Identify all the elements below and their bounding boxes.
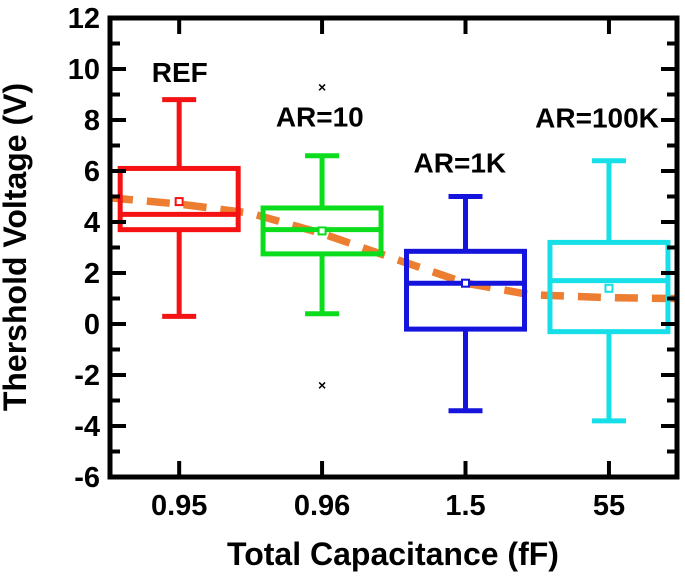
y-tick-label: -2 bbox=[74, 360, 100, 392]
box-ar-100k-iqr-box bbox=[547, 239, 671, 335]
x-tick-label: 1.5 bbox=[445, 490, 485, 522]
box-ar-1k-iqr-box bbox=[404, 248, 528, 332]
y-tick-label: 0 bbox=[84, 309, 100, 341]
trend-dashed-line bbox=[109, 194, 678, 303]
box-ar-10-mean-marker bbox=[317, 226, 327, 236]
y-tick-label: 12 bbox=[68, 3, 100, 35]
box-ar-10-outlier-marker: × bbox=[318, 79, 326, 95]
plot-frame bbox=[107, 15, 680, 480]
series-label-ar-100k: AR=100K bbox=[535, 103, 659, 134]
box-ar-100k-mean-marker bbox=[604, 283, 614, 293]
x-tick-label: 0.96 bbox=[294, 490, 350, 522]
box-ar-1k-mean-marker bbox=[461, 278, 471, 288]
box-ar-10-outlier-marker: × bbox=[318, 377, 326, 393]
y-axis-title: Thershold Voltage (V) bbox=[0, 83, 33, 411]
y-tick-label: 10 bbox=[68, 54, 100, 86]
x-tick-label: 55 bbox=[593, 490, 625, 522]
x-axis-title: Total Capacitance (fF) bbox=[227, 536, 559, 572]
y-tick-label: 4 bbox=[84, 207, 100, 239]
y-tick-label: -4 bbox=[74, 411, 100, 443]
y-tick-label: -6 bbox=[74, 462, 100, 494]
series-label-ar-1k: AR=1K bbox=[414, 147, 507, 178]
box-ref-mean-marker bbox=[174, 197, 184, 207]
y-tick-label: 2 bbox=[84, 258, 100, 290]
series-label-ref: REF bbox=[152, 57, 208, 88]
box-ref-iqr-box bbox=[117, 165, 241, 233]
y-tick-label: 6 bbox=[84, 156, 100, 188]
y-tick-label: 8 bbox=[84, 105, 100, 137]
x-tick-label: 0.95 bbox=[151, 490, 207, 522]
series-label-ar-10: AR=10 bbox=[276, 101, 364, 132]
